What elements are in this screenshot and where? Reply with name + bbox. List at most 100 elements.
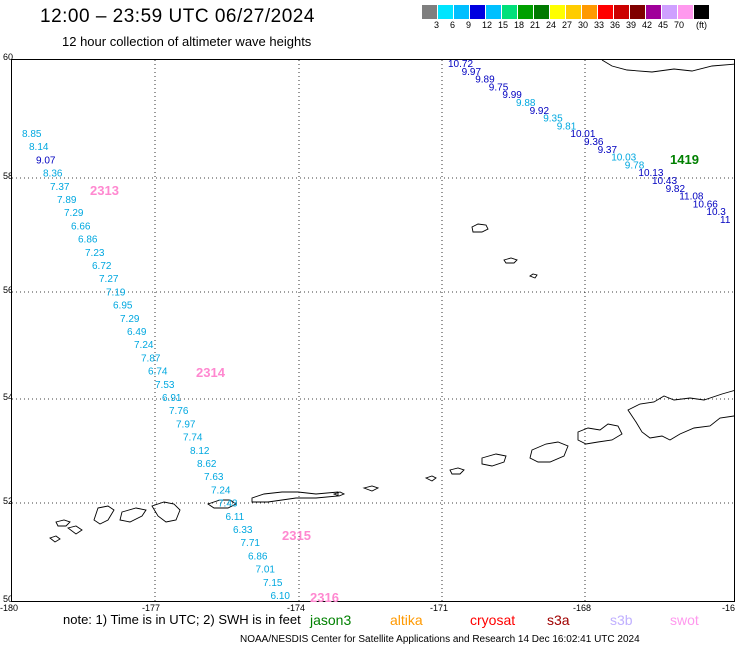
legend-swot: swot <box>670 612 699 628</box>
wave-height-label: 10.01 <box>570 129 595 140</box>
wave-height-label: 9.97 <box>462 67 482 78</box>
colorbar-swatch <box>438 5 454 19</box>
lon-label-168: -168 <box>573 603 592 613</box>
wave-height-label: 8.62 <box>197 459 217 470</box>
legend-s3a: s3a <box>547 612 570 628</box>
wave-height-label: 6.49 <box>127 327 147 338</box>
wave-height-label: 10.03 <box>611 153 636 164</box>
pass-label-2316: 2316 <box>310 590 339 605</box>
wave-height-label: 9.88 <box>516 98 536 109</box>
colorbar-swatch <box>646 5 662 19</box>
wave-height-label: 7.76 <box>169 406 189 417</box>
wave-height-label: 9.37 <box>598 145 618 156</box>
wave-height-label: 9.92 <box>530 106 550 117</box>
coastline <box>49 60 734 543</box>
wave-height-label: 10.13 <box>638 168 663 179</box>
lat-label-56: 56 <box>3 285 14 295</box>
wave-height-label: 10.43 <box>652 176 677 187</box>
wave-height-label: 7.63 <box>204 472 224 483</box>
wave-height-label: 8.36 <box>43 169 63 180</box>
map-panel[interactable]: 8.85 8.14 9.07 8.36 7.37 7.89 7.29 6.66 6.86 7.23… <box>11 59 735 602</box>
wave-height-label: 7.24 <box>211 485 231 496</box>
colorbar-tick: 70 <box>674 20 685 30</box>
lat-label-52: 52 <box>3 496 14 506</box>
map-subtitle: 12 hour collection of altimeter wave hei… <box>62 34 312 49</box>
colorbar-swatch <box>422 5 438 19</box>
wave-height-label: 9.82 <box>666 184 686 195</box>
wave-height-label: 9.36 <box>584 137 604 148</box>
wave-height-label: 7.24 <box>134 340 154 351</box>
legend-altika: altika <box>390 612 423 628</box>
wave-height-label: 7.23 <box>85 248 105 259</box>
legend-s3b: s3b <box>610 612 633 628</box>
colorbar-tick: 15 <box>498 20 509 30</box>
colorbar-swatch <box>614 5 630 19</box>
wave-height-label: 9.81 <box>557 121 577 132</box>
wave-height-label: 9.89 <box>475 75 495 86</box>
wave-height-label: 7.37 <box>50 182 70 193</box>
wave-height-label: 9.78 <box>625 160 645 171</box>
pass-label-1419: 1419 <box>670 152 699 167</box>
colorbar-unit: (ft) <box>696 20 707 30</box>
lat-label-58: 58 <box>3 171 14 181</box>
wave-height-label: 7.71 <box>241 538 261 549</box>
colorbar-swatch <box>502 5 518 19</box>
colorbar-tick: 18 <box>514 20 525 30</box>
lon-label-174: -174 <box>287 603 306 613</box>
wave-height-label: 7.15 <box>263 578 283 589</box>
track-west: 8.85 8.14 9.07 8.36 7.37 7.89 7.29 6.66 6.86 7.23… <box>22 129 291 602</box>
colorbar-swatch <box>598 5 614 19</box>
wave-height-label: 8.14 <box>29 142 49 153</box>
legend-jason3: jason3 <box>310 612 352 628</box>
wave-height-label: 8.85 <box>22 129 42 140</box>
colorbar-swatch <box>454 5 470 19</box>
map-graphics: 8.85 8.14 9.07 8.36 7.37 7.89 7.29 6.66 6.86 7.23… <box>12 60 734 602</box>
wave-height-label: 9.35 <box>543 114 563 125</box>
wave-height-label: 7.74 <box>183 433 203 444</box>
wave-height-label: 6.86 <box>78 235 98 246</box>
credit-line: NOAA/NESDIS Center for Satellite Applica… <box>240 634 640 645</box>
wave-height-label: 10.66 <box>693 199 718 210</box>
wave-height-label: 6.86 <box>248 551 268 562</box>
wave-height-label: 6.66 <box>71 221 91 232</box>
colorbar-tick: 42 <box>642 20 653 30</box>
wave-height-label: 10.72 <box>448 60 473 70</box>
colorbar-swatch <box>662 5 678 19</box>
wave-height-label: 6.72 <box>92 261 112 272</box>
colorbar-swatch <box>470 5 486 19</box>
wave-height-label: 7.29 <box>64 208 84 219</box>
lon-label-171: -171 <box>430 603 449 613</box>
wave-height-label: 6.91 <box>162 393 182 404</box>
colorbar-tick: 21 <box>530 20 541 30</box>
colorbar-swatch <box>678 5 694 19</box>
lon-label-180: -180 <box>0 603 19 613</box>
wave-height-label: 7.19 <box>106 287 126 298</box>
colorbar-swatch <box>630 5 646 19</box>
wave-height-label: 9.07 <box>36 155 56 166</box>
wave-height-label: 8.12 <box>190 446 210 457</box>
colorbar-tick: 36 <box>610 20 621 30</box>
colorbar-tick: 27 <box>562 20 573 30</box>
wave-height-label: 7.29 <box>120 314 140 325</box>
wave-height-label: 7.89 <box>57 195 77 206</box>
wave-height-label: 6.95 <box>113 301 133 312</box>
track-east: 10.729.979.899.759.999.889.929.359.8110.… <box>448 60 731 226</box>
wave-height-label: 7.27 <box>99 274 119 285</box>
colorbar-tick: 9 <box>466 20 472 30</box>
lon-label-177: -177 <box>142 603 161 613</box>
wave-height-label: 7.97 <box>176 419 196 430</box>
pass-label-2313: 2313 <box>90 183 119 198</box>
wave-height-label: 7.01 <box>256 565 276 576</box>
wave-height-label: 6.10 <box>271 591 291 602</box>
wave-height-label: 6.33 <box>233 525 253 536</box>
wave-height-label: 10.3 <box>706 207 726 218</box>
colorbar-tick: 3 <box>434 20 440 30</box>
colorbar-tick: 45 <box>658 20 669 30</box>
colorbar-swatch <box>518 5 534 19</box>
colorbar-swatch <box>694 5 710 19</box>
colorbar-tick: 33 <box>594 20 605 30</box>
wave-height-label: 6.11 <box>226 512 245 523</box>
colorbar-swatch <box>534 5 550 19</box>
pass-label-2315: 2315 <box>282 528 311 543</box>
footer-note: note: 1) Time is in UTC; 2) SWH is in fe… <box>63 612 301 627</box>
